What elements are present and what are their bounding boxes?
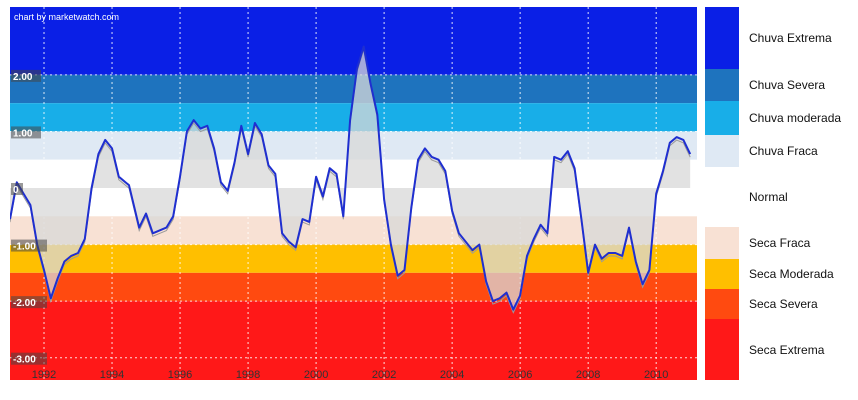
legend-swatch [705, 7, 739, 69]
x-tick-label-6: 2004 [440, 369, 464, 380]
x-tick-labels: 1992 1994 1996 1998 2000 2002 2004 2006 2008 2010 [32, 369, 669, 381]
legend-label: Chuva Severa [749, 78, 826, 92]
legend-item-8: Seca Extrema [705, 319, 858, 380]
band-0 [10, 7, 697, 75]
y-tick-bg-1 [11, 126, 41, 139]
legend-swatch [705, 227, 739, 259]
y-tick-label-4: -2.00 [13, 298, 36, 309]
series-line [9, 45, 692, 311]
legend-label: Chuva Fraca [749, 144, 818, 158]
legend-label: Seca Fraca [749, 236, 811, 250]
y-tick-label-3: -1.00 [13, 242, 36, 253]
y-tick-4: -2.00 [11, 296, 47, 309]
y-tick-bg-4 [11, 296, 47, 309]
y-tick-labels: 2.00 1.00 0 -1.00 -2.00 -3.00 [11, 69, 47, 366]
x-tick-label-2: 1996 [168, 369, 192, 380]
watermark: chart by marketwatch.com [14, 12, 119, 22]
y-tick-label-2: 0 [13, 185, 19, 196]
legend-label: Normal [749, 190, 788, 204]
y-tick-0: 2.00 [11, 69, 41, 83]
band-7 [10, 272, 697, 302]
legend-label: Chuva Extrema [749, 31, 832, 45]
legend-item-1: Chuva Severa [705, 69, 858, 101]
legend-label: Seca Moderada [749, 267, 834, 281]
series-layer [9, 45, 692, 314]
legend-swatch [705, 69, 739, 101]
legend-item-6: Seca Moderada [705, 259, 858, 289]
legend-label: Chuva moderada [749, 111, 842, 125]
x-tick-label-0: 1992 [32, 369, 56, 380]
x-tick-label-4: 2000 [304, 369, 328, 380]
x-tick-label-9: 2010 [644, 369, 668, 380]
x-tick-label-3: 1998 [236, 369, 260, 380]
legend-swatch [705, 167, 739, 227]
y-tick-5: -3.00 [11, 352, 47, 366]
y-tick-2: 0 [11, 183, 23, 196]
legend-item-0: Chuva Extrema [705, 7, 858, 69]
chart-area: 2.00 1.00 0 -1.00 -2.00 -3.00 1992 1994 1996 199… [9, 7, 697, 381]
legend-swatch [705, 259, 739, 289]
y-tick-bg-2 [11, 183, 23, 195]
y-tick-3: -1.00 [11, 239, 47, 253]
legend-item-4: Normal [705, 167, 858, 227]
legend: Chuva Extrema Chuva Severa Chuva moderada C… [705, 7, 858, 380]
legend-swatch [705, 289, 739, 319]
x-tick-label-8: 2008 [576, 369, 600, 380]
y-tick-label-5: -3.00 [13, 355, 36, 366]
legend-item-5: Seca Fraca [705, 227, 858, 259]
x-tick-label-5: 2002 [372, 369, 396, 380]
x-tick-label-1: 1994 [100, 369, 124, 380]
legend-swatch [705, 135, 739, 167]
y-tick-bg-0 [11, 69, 41, 82]
legend-swatch [705, 101, 739, 135]
y-tick-bg-5 [11, 352, 47, 365]
chart-plot: 2.001.000-1.00-2.00-3.00 1992 1994 1996 199… [9, 7, 697, 381]
y-tick-label-1: 1.00 [13, 128, 33, 139]
y-tick-label-0: 2.00 [13, 72, 33, 83]
y-tick-1: 1.00 [11, 126, 41, 139]
x-tick-label-7: 2006 [508, 369, 532, 380]
band-6 [10, 244, 697, 273]
legend-label: Seca Extrema [749, 342, 825, 357]
legend-swatch [705, 319, 739, 380]
y-tick-bg-3 [11, 239, 47, 252]
legend-item-2: Chuva moderada [705, 101, 858, 135]
legend-item-3: Chuva Fraca [705, 135, 858, 167]
legend-label: Seca Severa [749, 297, 818, 311]
legend-item-7: Seca Severa [705, 289, 858, 319]
series-area [10, 46, 691, 310]
band-8 [10, 301, 697, 380]
